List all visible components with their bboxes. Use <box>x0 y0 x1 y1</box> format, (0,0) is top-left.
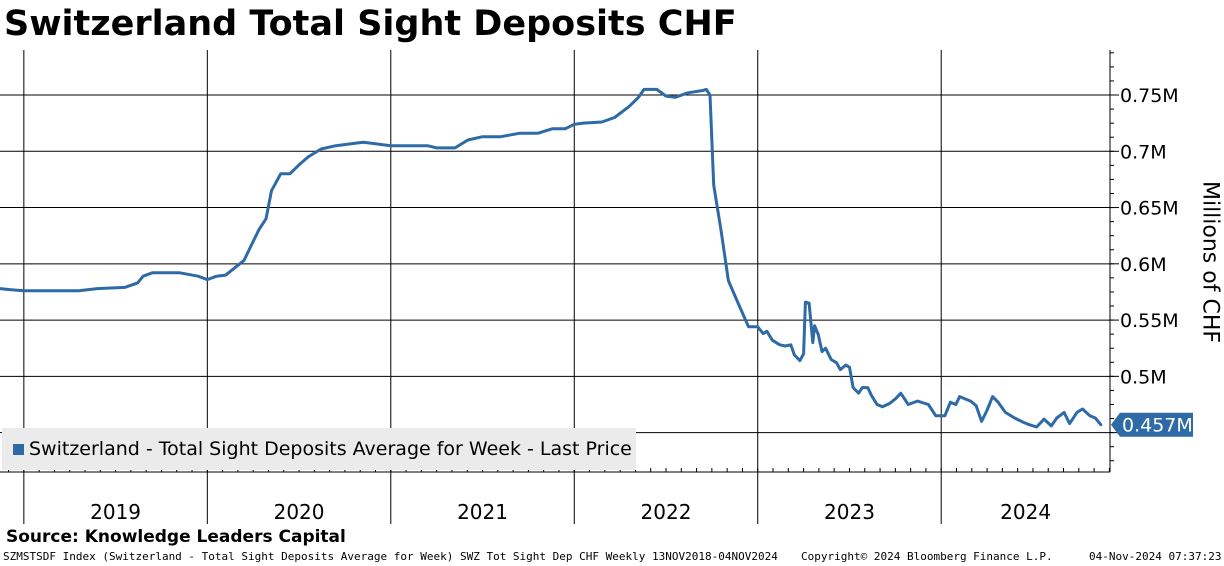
x-tick-label: 2022 <box>641 500 692 524</box>
series-line <box>0 87 1103 429</box>
x-tick-label: 2019 <box>90 500 141 524</box>
source-label: Source: Knowledge Leaders Capital <box>6 527 346 547</box>
footer-timestamp: 04-Nov-2024 07:37:23 <box>1089 550 1222 563</box>
y-axis-label: Millions of CHF <box>1197 180 1223 344</box>
legend: Switzerland - Total Sight Deposits Avera… <box>2 428 636 470</box>
x-tick-label: 2021 <box>457 500 508 524</box>
y-tick-label: 0.65M <box>1120 198 1179 220</box>
footer-copyright: Copyright© 2024 Bloomberg Finance L.P. <box>801 550 1053 563</box>
last-value-badge-text: 0.457M <box>1122 415 1193 437</box>
x-tick-label: 2020 <box>274 500 325 524</box>
last-value-badge: 0.457M <box>1111 412 1193 437</box>
y-tick-label: 0.75M <box>1120 85 1179 107</box>
last-value-badge-shape <box>1111 412 1193 437</box>
legend-label: Switzerland - Total Sight Deposits Avera… <box>29 438 632 460</box>
y-tick-label: 0.7M <box>1120 141 1167 163</box>
y-tick-label: 0.5M <box>1120 366 1167 388</box>
legend-swatch <box>13 443 24 455</box>
tick-label-layer: 0.5M 0.55M 0.6M 0.65M 0.7M 0.75M 2019 2020 2021 2… <box>90 85 1179 524</box>
chart-title: Switzerland Total Sight Deposits CHF <box>4 4 737 44</box>
y-tick-label: 0.6M <box>1120 254 1167 276</box>
x-tick-label: 2023 <box>824 500 875 524</box>
footer-ticker: SZMSTSDF Index (Switzerland - Total Sigh… <box>3 550 778 563</box>
x-tick-label: 2024 <box>1000 500 1051 524</box>
series-layer <box>0 87 1103 429</box>
axis-layer <box>0 50 1119 473</box>
y-tick-label: 0.55M <box>1120 310 1179 332</box>
